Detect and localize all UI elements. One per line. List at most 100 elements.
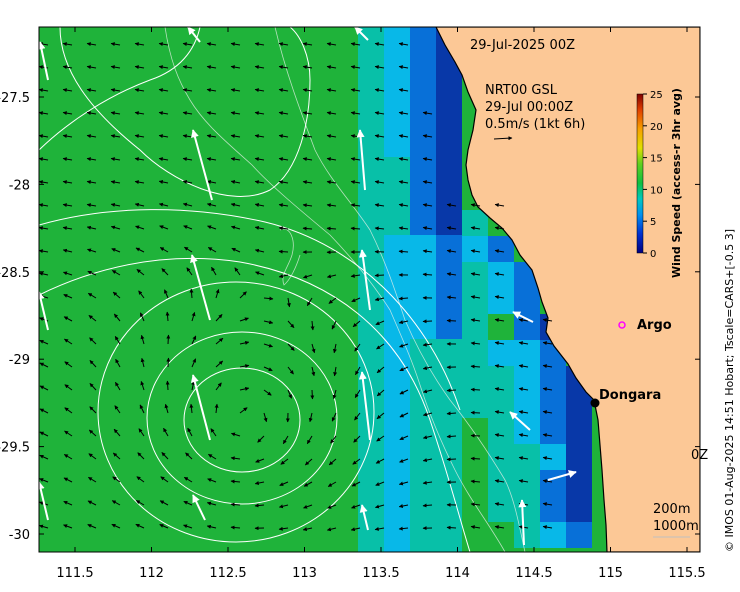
wind-vector xyxy=(422,180,433,185)
wind-vector xyxy=(158,111,169,116)
current-arrow xyxy=(39,481,49,521)
wind-vector xyxy=(470,525,481,530)
wind-vector xyxy=(183,225,193,230)
wind-vector xyxy=(206,202,217,207)
wind-vector xyxy=(158,65,169,70)
wind-vector xyxy=(326,274,337,279)
wind-vector xyxy=(134,157,145,162)
y-tick-label: -29.5 xyxy=(0,441,30,456)
wind-vector xyxy=(88,315,97,322)
wind-vector xyxy=(278,42,289,47)
wind-vector xyxy=(326,226,337,231)
wind-vector xyxy=(158,88,169,93)
credit-line: © IMOS 01-Aug-2025 14:51 Hobart; Tscale=… xyxy=(723,229,736,552)
wind-vector xyxy=(62,226,73,231)
wind-vector xyxy=(159,500,169,506)
wind-vector xyxy=(89,337,97,345)
wind-vector xyxy=(327,504,337,509)
wind-cell xyxy=(358,183,384,209)
wind-cell xyxy=(384,105,410,131)
wind-vector xyxy=(333,366,338,377)
wind-vector xyxy=(135,500,145,506)
colorbar-tick-label: 0 xyxy=(650,249,656,260)
wind-vector xyxy=(206,111,217,116)
wind-vector xyxy=(350,111,361,116)
wind-cell xyxy=(462,366,488,392)
wind-cell xyxy=(358,79,384,105)
wind-vector xyxy=(86,65,97,70)
colorbar-tick-label: 5 xyxy=(650,217,656,228)
y-axis: -27.5 -28 -28.5 -29 -29.5 -30 xyxy=(0,91,700,543)
wind-vector xyxy=(263,366,273,372)
wind-cell xyxy=(358,521,384,547)
wind-vector xyxy=(398,88,409,93)
wind-vector xyxy=(140,334,145,345)
current-arrow xyxy=(192,494,206,521)
wind-vector xyxy=(263,389,272,396)
wind-vector xyxy=(398,249,409,254)
wind-vector xyxy=(542,479,553,484)
wind-vector xyxy=(215,382,222,391)
current-arrow xyxy=(39,291,49,331)
wind-vector xyxy=(326,88,337,93)
wind-cell xyxy=(462,392,488,418)
wind-vector xyxy=(86,180,97,185)
wind-vector xyxy=(231,432,241,437)
wind-vector xyxy=(255,271,265,276)
wind-vector xyxy=(494,456,505,461)
wind-vector xyxy=(189,403,194,414)
wind-vector xyxy=(326,111,337,116)
wind-vector xyxy=(254,157,265,162)
wind-vector xyxy=(542,456,553,461)
wind-cell xyxy=(410,235,436,261)
wind-cell xyxy=(410,261,436,287)
wind-cell xyxy=(358,469,384,495)
wind-vector xyxy=(161,452,169,460)
current-arrow xyxy=(354,27,369,41)
current-arrow xyxy=(509,411,531,431)
wind-vector xyxy=(374,297,385,302)
wind-vector xyxy=(62,248,73,253)
wind-cell xyxy=(514,288,540,314)
wind-vector xyxy=(542,410,553,415)
wind-vector xyxy=(399,458,409,463)
wind-vector xyxy=(350,42,361,47)
wind-vector xyxy=(518,410,529,415)
wind-vector xyxy=(352,320,361,328)
wind-vector xyxy=(63,271,73,276)
wind-vector xyxy=(39,203,49,208)
wind-vector xyxy=(135,247,145,253)
wind-cell xyxy=(384,131,410,157)
wind-vector xyxy=(470,364,481,369)
current-arrow xyxy=(39,41,49,81)
current-arrow xyxy=(547,470,577,481)
wind-vector xyxy=(422,203,433,208)
wind-vector xyxy=(191,358,197,368)
wind-vector xyxy=(287,320,295,329)
wind-vector xyxy=(254,203,265,207)
wind-vector xyxy=(310,389,315,400)
wind-vector xyxy=(446,249,457,254)
wind-vector xyxy=(39,362,49,368)
wind-vector xyxy=(306,297,313,307)
wind-vector xyxy=(350,273,361,278)
wind-vector xyxy=(279,481,289,486)
wind-vector xyxy=(350,65,361,70)
wind-vector xyxy=(374,157,385,162)
colorbar: 0 5 10 15 20 25 Wind Speed (access-r 3hr avg) xyxy=(636,88,683,278)
wind-vector xyxy=(398,296,409,301)
wind-vector xyxy=(257,435,265,443)
wind-vector xyxy=(398,111,409,116)
wind-vector xyxy=(446,295,457,300)
wind-vector xyxy=(263,412,268,423)
place-label-dongara: Dongara xyxy=(599,388,661,403)
wind-vector xyxy=(63,316,73,322)
wind-vector xyxy=(278,226,289,231)
wind-vector xyxy=(63,453,73,460)
wind-vector xyxy=(239,340,250,345)
wind-cell xyxy=(436,495,462,521)
map-date-title: 29-Jul-2025 00Z xyxy=(470,38,575,53)
wind-vector xyxy=(422,412,433,417)
y-tick-label: -28.5 xyxy=(0,266,30,281)
wind-cell xyxy=(462,236,488,262)
